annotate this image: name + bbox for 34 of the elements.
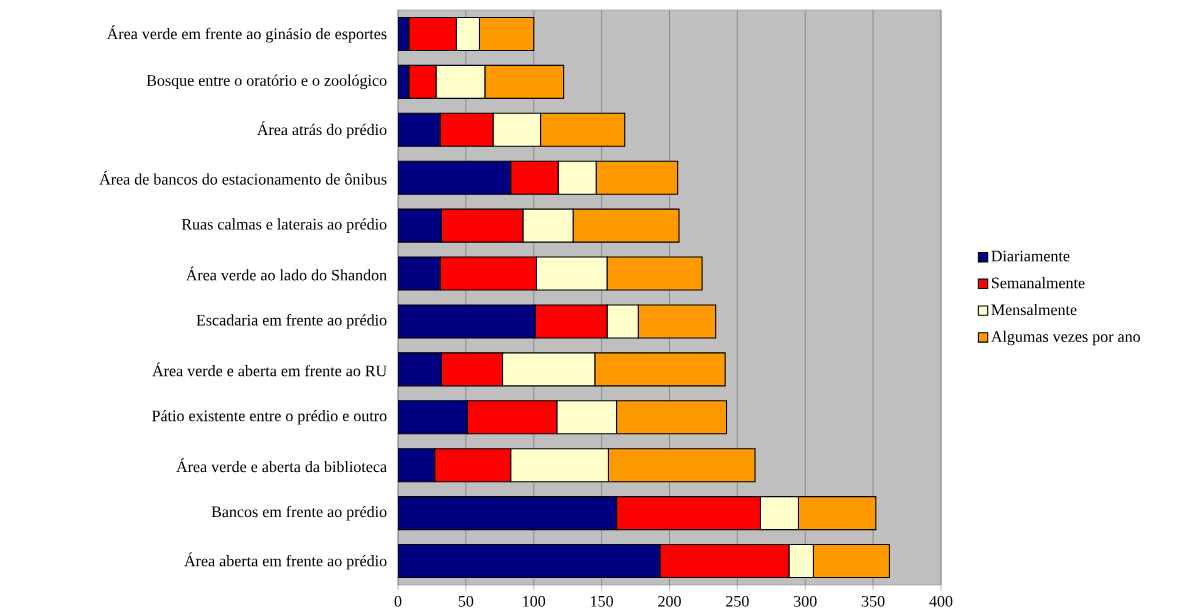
bar [398, 160, 512, 195]
legend-label: Semanalmente [991, 277, 1085, 289]
y-tick-label: Área verde em frente ao ginásio de esportes [106, 25, 387, 43]
x-tick-label: 400 [929, 595, 953, 607]
y-tick-label: Área aberta em frente ao prédio [184, 552, 387, 570]
bar [398, 496, 618, 531]
legend-label: Diariamente [991, 250, 1070, 262]
x-tick-label: 150 [591, 595, 614, 607]
x-tick-label: 250 [726, 595, 749, 607]
y-tick-label: Área atrás do prédio [257, 121, 387, 139]
x-tick-label: 200 [658, 595, 681, 607]
y-tick-label: Área verde e aberta em frente ao RU [152, 362, 387, 377]
x-tick-label: 350 [861, 595, 885, 607]
bar [398, 543, 661, 579]
legend-label: Algumas vezes por ano [991, 330, 1141, 346]
x-tick-label: 50 [458, 595, 474, 607]
bar [398, 112, 441, 147]
y-tick-label: Escadaria em frente ao prédio [196, 314, 387, 329]
y-tick-label: Ruas calmas e laterais ao prédio [181, 218, 387, 233]
x-tick-label: 100 [523, 595, 546, 607]
bar [398, 208, 442, 243]
y-tick-label: Área de bancos do estacionamento de ônibus [99, 170, 387, 185]
y-tick-label: Área verde e aberta da biblioteca [176, 458, 387, 473]
x-tick-label: 300 [794, 595, 817, 607]
y-tick-label: Área verde ao lado do Shandon [185, 266, 387, 281]
y-tick-label: Pátio existente entre o prédio e outro [152, 410, 387, 425]
y-tick-label: Bosque entre o oratório e o zoológico [146, 74, 387, 90]
x-tick-label: 0 [394, 595, 402, 607]
bar [398, 304, 536, 339]
legend-label: Mensalmente [991, 303, 1077, 316]
y-tick-label: Bancos em frente ao prédio [211, 505, 387, 521]
bar [398, 400, 468, 435]
bar [398, 352, 442, 387]
bar [398, 448, 436, 483]
